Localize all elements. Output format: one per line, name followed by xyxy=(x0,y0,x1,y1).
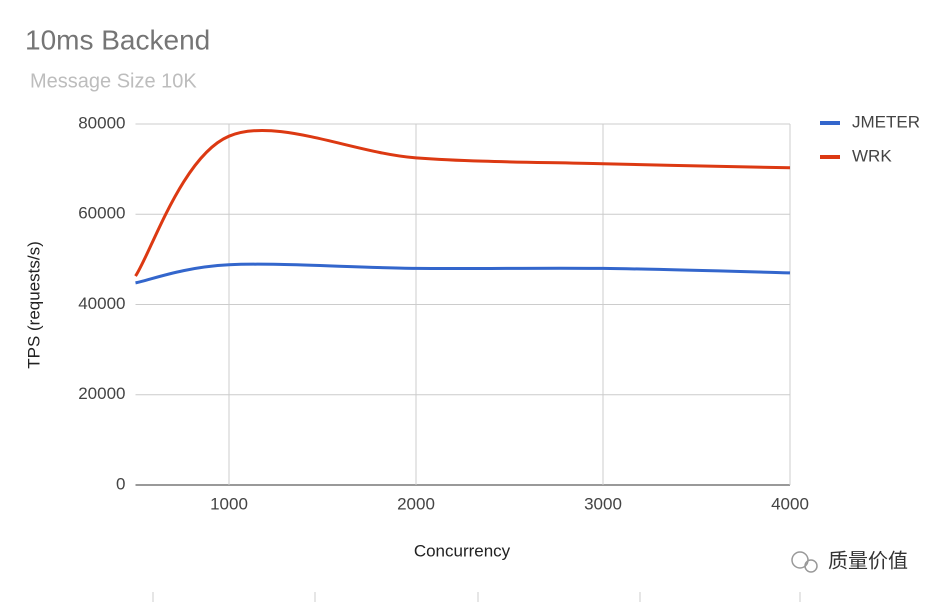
y-tick-label: 40000 xyxy=(78,294,125,313)
y-tick-label: 60000 xyxy=(78,204,125,223)
watermark-text: 质量价值 xyxy=(828,549,908,572)
x-tick-label: 4000 xyxy=(771,494,809,513)
x-axis-label: Concurrency xyxy=(414,541,511,560)
y-axis-label: TPS (requests/s) xyxy=(24,241,43,369)
chart-title: 10ms Backend xyxy=(25,24,210,55)
legend-label: WRK xyxy=(852,146,892,165)
y-tick-label: 80000 xyxy=(78,113,125,132)
x-tick-label: 1000 xyxy=(210,494,248,513)
line-series xyxy=(134,128,791,277)
line-series xyxy=(135,262,791,285)
y-tick-label: 20000 xyxy=(78,384,125,403)
y-tick-label: 0 xyxy=(116,474,125,493)
watermark-icon xyxy=(804,559,818,573)
watermark: 质量价值 xyxy=(791,549,908,573)
x-tick-label: 3000 xyxy=(584,494,622,513)
chart-subtitle: Message Size 10K xyxy=(30,70,197,92)
bottom-decoration xyxy=(152,592,801,602)
x-tick-label: 2000 xyxy=(397,494,435,513)
legend-label: JMETER xyxy=(852,112,920,131)
